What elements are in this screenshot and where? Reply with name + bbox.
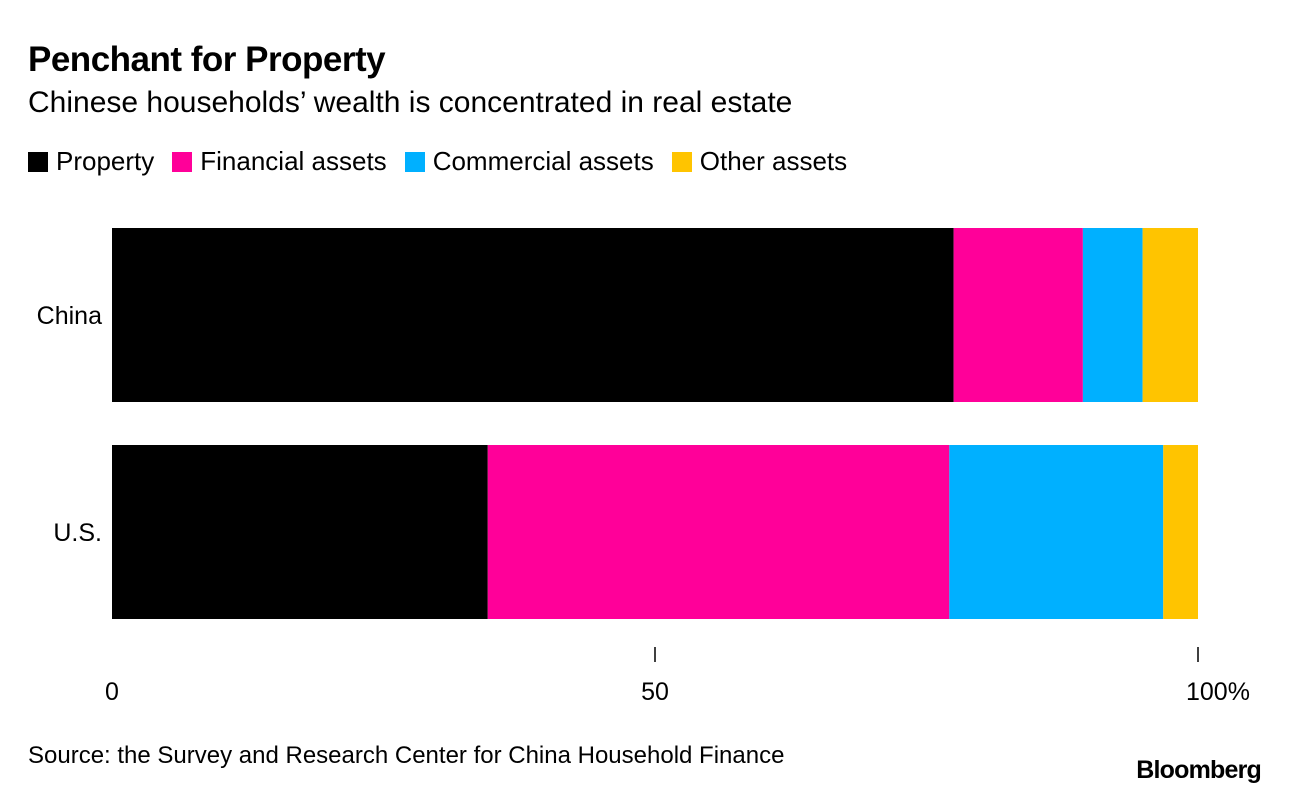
chart-title: Penchant for Property [28,40,386,79]
category-label-china: China [37,302,102,330]
legend-label-property: Property [56,146,155,176]
legend-swatch-financial-assets [172,151,193,172]
legend-label-commercial-assets: Commercial assets [432,146,654,176]
source-note: Source: the Survey and Research Center f… [28,742,785,769]
x-tick-label-0: 0 [105,678,119,706]
legend-item-other-assets: Other assets [671,146,848,177]
x-tick-label-50: 50 [641,678,669,706]
bloomberg-logo: Bloomberg [1136,756,1262,784]
bar-u-s-other-assets [1163,445,1198,619]
bar-china-other-assets [1142,228,1198,402]
legend-item-property: Property [28,146,154,177]
bar-china-financial-assets [953,228,1083,402]
legend-swatch-commercial-assets [404,151,425,172]
chart-subtitle: Chinese households’ wealth is concentrat… [28,86,793,119]
legend-label-financial-assets: Financial assets [200,146,387,176]
bar-china-property [112,228,954,402]
legend-item-financial-assets: Financial assets [172,146,387,177]
legend-swatch-property [28,151,48,172]
x-tick-label-100: 100% [1186,678,1250,706]
category-label-u-s: U.S. [53,519,102,547]
bar-u-s-property [112,445,488,619]
bar-u-s-commercial-assets [949,445,1164,619]
legend-item-commercial-assets: Commercial assets [404,146,654,177]
legend-swatch-other-assets [671,151,692,172]
legend: Property Financial assets Commercial ass… [28,146,865,177]
bar-china-commercial-assets [1082,228,1143,402]
legend-label-other-assets: Other assets [699,146,848,176]
bar-u-s-financial-assets [487,445,950,619]
